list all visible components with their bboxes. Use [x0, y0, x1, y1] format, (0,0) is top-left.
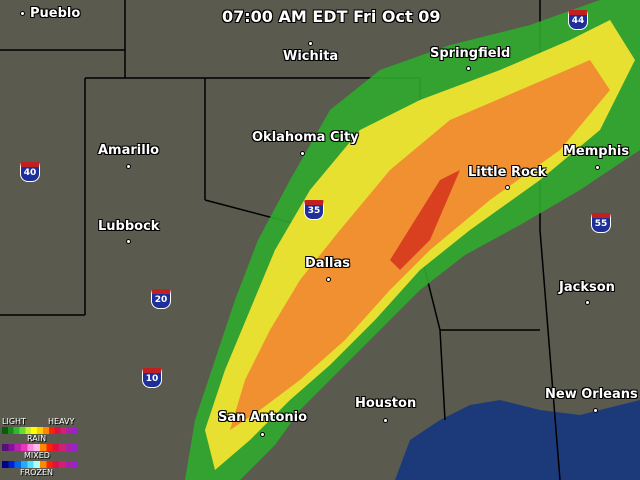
rain-color-bar	[2, 427, 78, 434]
city-label: New Orleans	[545, 387, 638, 402]
interstate-shield-icon: 35	[304, 200, 324, 220]
timestamp-title: 07:00 AM EDT Fri Oct 09	[222, 7, 441, 26]
legend-mixed: MIXED	[24, 451, 50, 460]
city-label: Amarillo	[98, 143, 160, 158]
city-label: Springfield	[430, 46, 511, 61]
interstate-shield-icon: 40	[20, 162, 40, 182]
city-label: Pueblo	[30, 6, 81, 21]
interstate-shield-icon: 20	[151, 289, 171, 309]
legend-frozen: FROZEN	[20, 468, 53, 477]
interstate-shield-icon: 55	[591, 213, 611, 233]
interstate-shield-icon: 44	[568, 10, 588, 30]
city-label: Lubbock	[98, 219, 160, 234]
frozen-color-bar	[2, 461, 78, 468]
city-dot	[585, 300, 590, 305]
legend-heavy: HEAVY	[48, 417, 75, 426]
city-dot	[260, 432, 265, 437]
city-label: Dallas	[305, 256, 350, 271]
city-dot	[126, 164, 131, 169]
city-label: Memphis	[563, 144, 630, 159]
legend-rain: RAIN	[27, 434, 47, 443]
mixed-color-bar	[2, 444, 78, 451]
city-label: Jackson	[559, 280, 615, 295]
city-label: Little Rock	[468, 165, 547, 180]
legend-light: LIGHT	[2, 417, 26, 426]
gulf-water	[395, 400, 640, 480]
city-label: Houston	[355, 396, 417, 411]
city-dot	[126, 239, 131, 244]
city-label: Oklahoma City	[252, 130, 359, 145]
city-dot	[466, 66, 471, 71]
city-dot	[593, 408, 598, 413]
city-dot	[308, 41, 313, 46]
radar-echoes	[185, 0, 640, 480]
city-dot	[20, 11, 25, 16]
city-label: San Antonio	[218, 410, 308, 425]
city-dot	[383, 418, 388, 423]
city-label: Wichita	[283, 49, 339, 64]
city-dot	[326, 277, 331, 282]
city-dot	[505, 185, 510, 190]
city-dot	[300, 151, 305, 156]
interstate-shield-icon: 10	[142, 368, 162, 388]
city-dot	[595, 165, 600, 170]
